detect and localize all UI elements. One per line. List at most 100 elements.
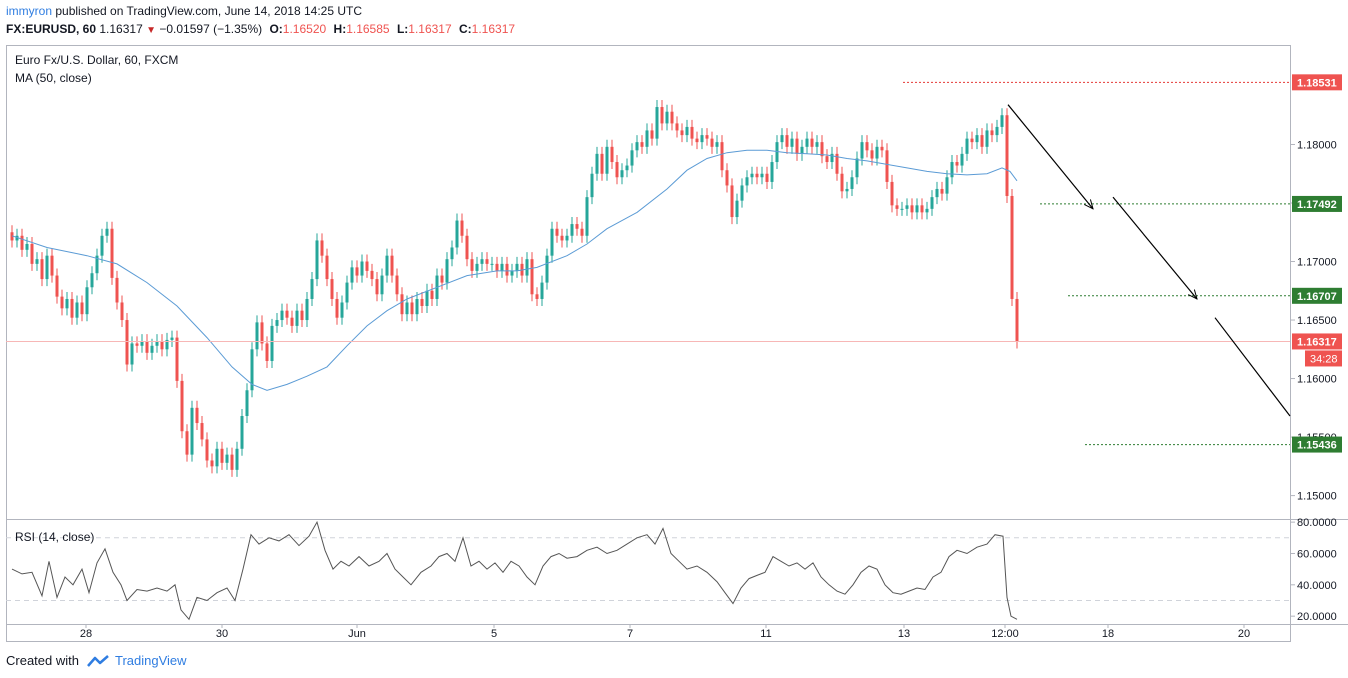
candle-body [30,243,34,264]
candle-body [525,259,529,276]
candle-body [585,197,589,236]
candle-body [445,259,449,283]
candle-body [730,185,734,218]
candle-body [290,317,294,326]
candle-body [905,205,909,209]
arrow-2 [1112,196,1197,299]
candle-body [315,240,319,280]
candle-body [45,255,49,280]
candle-body [940,188,944,194]
close-label: C: [459,22,472,36]
time-tick-label: 7 [627,628,633,640]
candle-body [285,310,289,318]
symbol-label: FX:EURUSD, 60 [6,22,97,36]
candle-body [715,142,719,147]
published-text: published on TradingView.com, June 14, 2… [52,4,362,18]
candle-body [430,290,434,299]
candle-body [770,162,774,182]
price-axis[interactable]: 1.150001.155001.160001.165001.170001.175… [1290,139,1337,623]
candle-body [670,111,674,124]
rsi-tick-label: 40.0000 [1297,580,1337,592]
candle-body [205,439,209,461]
time-axis[interactable]: 28 30 Jun 5 7 11 13 12:00 18 20 [80,624,1250,640]
candle-body [175,337,179,381]
candle-body [680,130,684,136]
candle-body [15,235,19,241]
tradingview-link[interactable]: TradingView [114,653,187,668]
time-tick-label: 12:00 [991,628,1019,640]
ma-50-line [11,149,1018,391]
candle-body [210,460,214,467]
countdown-box [1305,350,1342,367]
chart-canvas[interactable]: 1.150001.155001.160001.165001.170001.175… [0,0,1348,645]
candle-body [665,111,669,124]
candle-body [800,146,804,154]
arrow-3 [1214,317,1291,417]
candle-body [80,302,84,315]
candle-body [490,263,494,265]
horizontal-levels[interactable] [903,81,1290,446]
candle-body [510,270,514,276]
candle-body [55,275,59,297]
candle-body [765,173,769,182]
candle-body [890,181,894,206]
candle-body [260,322,264,344]
candle-body [705,135,709,139]
candle-body [740,185,744,201]
price-label-text: 1.16317 [1297,336,1337,348]
publish-info: immyron published on TradingView.com, Ju… [6,4,362,18]
candle-body [710,138,714,147]
username-link[interactable]: immyron [6,4,53,18]
chart-title: Euro Fx/U.S. Dollar, 60, FXCM [15,53,178,67]
candle-body [790,138,794,147]
candle-body [105,228,109,236]
candle-body [485,259,489,264]
candle-body [355,267,359,276]
candle-body [420,298,424,306]
candle-body [50,255,54,276]
candle-body [475,263,479,271]
price-tick-label: 1.17000 [1297,257,1337,269]
candle-body [805,138,809,147]
candle-body [925,208,929,213]
candle-body [150,345,154,353]
candle-body [495,263,499,271]
candle-body [635,142,639,151]
candle-body [75,302,79,318]
candle-body [310,279,314,299]
candle-body [70,298,74,318]
candle-body [820,142,824,157]
candle-body [380,275,384,295]
last-price: 1.16317 [99,22,143,36]
candle-body [235,448,239,470]
candle-body [470,259,474,271]
candle-body [830,153,834,163]
candle-body [25,243,29,250]
candle-body [320,240,324,256]
candle-body [300,310,304,321]
candle-body [555,228,559,236]
candle-body [505,263,509,276]
price-label-box [1292,74,1342,91]
ma-legend: MA (50, close) [15,71,92,85]
candle-body [125,320,129,365]
candle-body [870,150,874,159]
candle-body [630,150,634,166]
candle-body [405,302,409,315]
close-value: 1.16317 [471,22,516,36]
candle-body [970,138,974,143]
high-value: 1.16585 [346,22,390,36]
price-label-text: 1.17492 [1297,199,1337,211]
projection-arrows[interactable] [1007,104,1291,417]
price-label-box [1292,287,1342,304]
candle-body [305,298,309,321]
candle-body [900,208,904,210]
candle-body [735,200,739,218]
candle-body [245,390,249,417]
time-tick-label: 5 [491,628,497,640]
candle-body [140,341,144,346]
candle-body [255,322,259,350]
candle-body [480,259,484,264]
ohlc-header: FX:EURUSD, 60 1.16317 ▼ −0.01597 (−1.35%… [6,22,515,36]
price-labels: 1.18531 1.17492 1.16707 1.16317 34:28 1.15436 [1292,74,1342,453]
